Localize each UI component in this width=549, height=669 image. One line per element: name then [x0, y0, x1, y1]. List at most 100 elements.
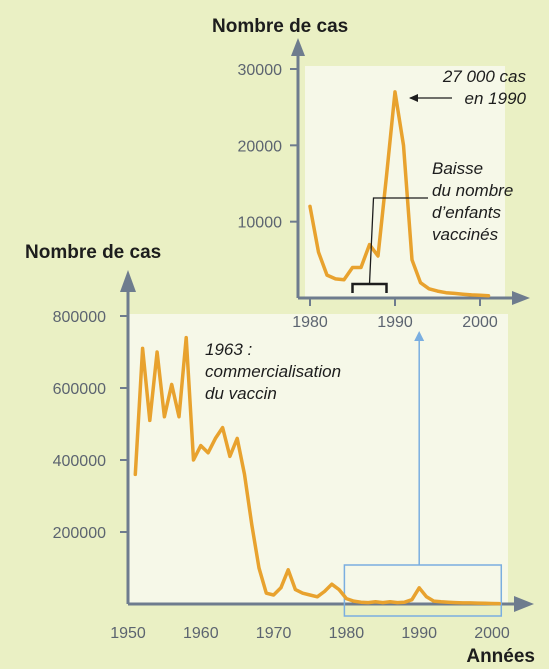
main-data-point: [498, 602, 501, 605]
main-data-point: [294, 588, 297, 591]
main-x-tick-label: 1980: [329, 625, 365, 642]
inset-data-point: [317, 251, 320, 254]
main-data-point: [177, 415, 181, 418]
inset-y-axis-arrow: [291, 38, 305, 56]
annotation-vaccine-line-1: 1963 :: [205, 340, 253, 359]
main-data-point: [192, 458, 195, 462]
main-data-point: [439, 600, 443, 604]
annotation-baisse-line-2: du nombre: [432, 181, 513, 200]
inset-series-line: [308, 90, 491, 298]
main-x-tick-label: 1950: [110, 625, 146, 642]
inset-data-point: [419, 281, 422, 284]
main-data-point: [330, 583, 334, 586]
main-data-point: [381, 601, 384, 604]
main-y-axis-title: Nombre de cas: [25, 242, 161, 263]
inset-x-tick-label: 1980: [292, 314, 328, 331]
inset-data-point: [478, 294, 482, 297]
main-data-point: [206, 451, 210, 454]
annotation-vaccine-line-2: commercialisation: [205, 362, 341, 381]
inset-data-point: [402, 144, 405, 147]
main-data-point: [308, 593, 312, 597]
main-x-tick-label: 1990: [401, 625, 437, 642]
main-data-point: [316, 595, 319, 598]
inset-data-point: [453, 292, 456, 295]
inset-x-axis-arrow: [512, 291, 530, 305]
annotation-baisse-leader: [368, 197, 428, 285]
main-x-axis-arrow: [514, 596, 534, 612]
annotation-baisse-line-3: d’enfants: [432, 203, 501, 222]
annotation-baisse-line-4: vaccinés: [432, 225, 499, 244]
main-data-point: [265, 592, 268, 595]
main-data-point: [476, 601, 479, 605]
inset-y-axis-title: Nombre de cas: [212, 16, 348, 37]
main-data-point: [134, 473, 137, 476]
main-y-tick-label: 400000: [53, 453, 106, 470]
main-data-point: [454, 601, 457, 604]
main-data-point: [410, 598, 414, 601]
main-data-point: [396, 601, 399, 604]
main-data-point: [425, 595, 428, 598]
main-data-point: [243, 473, 246, 476]
inset-data-point: [342, 278, 346, 281]
main-data-point: [345, 597, 348, 600]
inset-data-point: [470, 293, 473, 297]
inset-data-point: [308, 205, 312, 208]
main-data-point: [148, 419, 152, 422]
inset-y-tick-label: 30000: [238, 62, 283, 79]
main-data-point: [221, 426, 224, 429]
main-data-point: [337, 588, 341, 591]
main-data-point: [403, 601, 406, 604]
main-data-point: [199, 444, 202, 447]
inset-data-point: [444, 291, 448, 294]
main-data-point: [155, 350, 159, 354]
annotation-peak-line-1: 27 000 cas: [442, 67, 527, 86]
main-y-axis-arrow: [120, 270, 136, 292]
inset-data-point: [359, 266, 363, 269]
main-data-point: [418, 586, 421, 589]
main-data-point: [388, 600, 392, 604]
main-data-point: [374, 600, 377, 604]
main-data-point: [447, 601, 450, 604]
main-data-point: [228, 455, 232, 458]
inset-x-tick-label: 1990: [377, 314, 413, 331]
main-data-point: [236, 437, 239, 440]
annotation-baisse-line-1: Baisse: [432, 159, 483, 178]
main-data-point: [286, 568, 290, 571]
inset-data-point: [385, 174, 388, 178]
main-data-point: [323, 590, 326, 593]
main-data-point: [359, 601, 363, 604]
main-data-point: [367, 601, 370, 604]
main-data-point: [163, 415, 166, 418]
main-data-point: [490, 602, 494, 605]
main-data-point: [257, 566, 261, 570]
annotation-peak-line-2: en 1990: [465, 89, 527, 108]
main-data-point: [272, 593, 275, 597]
main-data-point: [185, 336, 188, 339]
annotation-baisse-bracket: [351, 282, 388, 293]
main-data-point: [461, 601, 465, 605]
main-x-tick-label: 1970: [256, 625, 292, 642]
main-plot-background: [128, 314, 508, 604]
inset-data-point: [436, 289, 439, 293]
main-data-point: [170, 383, 173, 386]
inset-data-point: [487, 294, 490, 297]
main-data-point: [483, 602, 486, 605]
main-data-point: [352, 599, 355, 603]
main-y-tick-label: 600000: [53, 381, 106, 398]
inset-x-tick-label: 2000: [462, 314, 498, 331]
main-y-tick-label: 800000: [53, 309, 106, 326]
annotation-vaccine-line-3: du vaccin: [205, 384, 277, 403]
main-x-tick-label: 1960: [183, 625, 219, 642]
inset-data-point: [461, 292, 465, 296]
highlight-box-1980-2000: [343, 564, 503, 617]
main-y-tick-label: 200000: [53, 525, 106, 542]
inset-data-point: [351, 266, 354, 269]
main-data-point: [432, 599, 435, 603]
main-data-point: [214, 437, 217, 440]
main-data-point: [301, 592, 304, 595]
inset-data-point: [427, 287, 431, 291]
inset-data-point: [410, 258, 414, 262]
inset-y-tick-label: 20000: [238, 138, 283, 155]
